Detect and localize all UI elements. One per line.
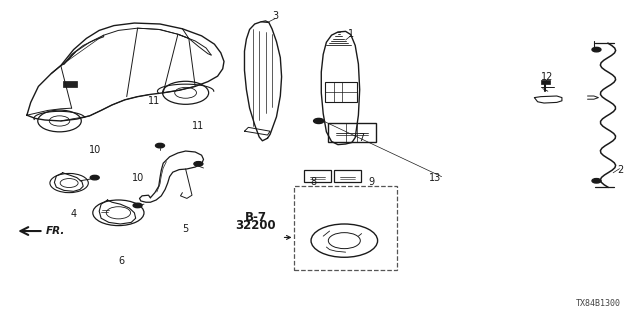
- Circle shape: [133, 203, 142, 208]
- Text: 3: 3: [272, 11, 278, 21]
- Bar: [541, 80, 550, 84]
- Text: 13: 13: [429, 172, 442, 183]
- Circle shape: [90, 175, 99, 180]
- Text: 11: 11: [192, 121, 205, 132]
- Circle shape: [314, 118, 324, 124]
- Text: 6: 6: [118, 256, 125, 266]
- Bar: [328, 123, 376, 142]
- Circle shape: [156, 143, 164, 148]
- Text: 10: 10: [88, 145, 101, 156]
- Text: 32200: 32200: [236, 219, 276, 232]
- Text: 8: 8: [310, 177, 317, 188]
- Bar: [325, 82, 357, 102]
- Text: TX84B1300: TX84B1300: [576, 300, 621, 308]
- Bar: [304, 170, 331, 182]
- Text: 1: 1: [348, 28, 354, 39]
- Text: 7: 7: [358, 132, 365, 143]
- Text: FR.: FR.: [46, 226, 65, 236]
- Circle shape: [194, 162, 203, 166]
- Circle shape: [592, 179, 601, 183]
- Circle shape: [592, 47, 601, 52]
- Text: 12: 12: [541, 72, 554, 82]
- Text: 11: 11: [147, 96, 160, 106]
- Text: 5: 5: [182, 224, 189, 234]
- Bar: [334, 170, 361, 182]
- Text: 4: 4: [70, 209, 77, 220]
- Bar: [63, 81, 77, 87]
- Text: 2: 2: [618, 164, 624, 175]
- Text: B-7: B-7: [245, 211, 267, 224]
- Text: 9: 9: [368, 177, 374, 188]
- Text: 10: 10: [131, 172, 144, 183]
- Bar: [294, 186, 397, 270]
